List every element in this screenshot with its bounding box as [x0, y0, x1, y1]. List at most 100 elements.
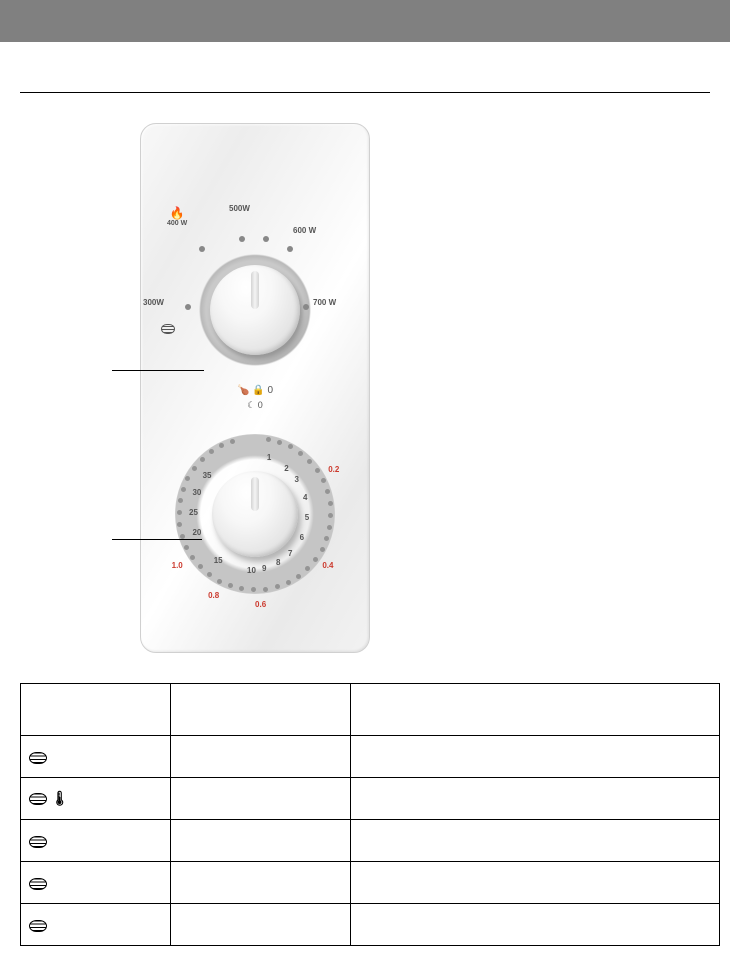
power-dot [287, 246, 293, 252]
mode-col3 [351, 820, 720, 862]
timer-knob[interactable] [212, 471, 298, 557]
mode-col2 [171, 862, 351, 904]
control-panel-diagram: 🔥400 W 300W 500W 600 W 700 W 🍗 🔒 0 ☾ [120, 123, 370, 653]
timer-top-icons: 🍗 🔒 0 [237, 385, 273, 396]
timer-tick [277, 440, 282, 445]
timer-tick [320, 547, 325, 552]
mode-col2 [171, 736, 351, 778]
lock-zero: 0 [267, 385, 273, 396]
timer-tick [266, 437, 271, 442]
timer-tick [207, 572, 212, 577]
power-dot [263, 236, 269, 242]
modes-table: 🌡 [20, 683, 720, 946]
timer-tick [315, 468, 320, 473]
mode-icon-cell: 🌡 [21, 778, 171, 820]
mode-col2 [171, 778, 351, 820]
timer-label: 0.8 [208, 591, 219, 600]
timer-label: 30 [192, 488, 201, 497]
timer-label: 15 [214, 556, 223, 565]
table-row [21, 862, 720, 904]
timer-label: 7 [288, 549, 292, 558]
power-label: 500W [229, 204, 250, 213]
leader-line [112, 370, 204, 371]
table-row: 🌡 [21, 778, 720, 820]
loop-row: ☾ 0 [247, 400, 263, 411]
timer-label: 0.4 [322, 561, 333, 570]
timer-label: 3 [295, 475, 299, 484]
power-knob[interactable] [210, 265, 300, 355]
timer-label: 5 [305, 513, 309, 522]
lock-icon: 🔒 [252, 385, 264, 396]
timer-label: 25 [189, 508, 198, 517]
timer-label: 6 [300, 533, 304, 542]
mode-col3 [351, 862, 720, 904]
microwave-icon [29, 752, 47, 764]
table-header-row [21, 684, 720, 736]
power-label: 700 W [313, 298, 336, 307]
timer-tick [200, 457, 205, 462]
timer-tick [177, 510, 182, 515]
timer-knob-pointer [251, 477, 259, 511]
mode-icon-cell [21, 820, 171, 862]
mode-col3 [351, 904, 720, 946]
mode-icon-cell [21, 736, 171, 778]
timer-tick [184, 545, 189, 550]
power-label: 600 W [293, 226, 316, 235]
power-dial[interactable]: 🔥400 W 300W500W600 W700 W [155, 216, 355, 396]
modes-table-wrap: 🌡 [20, 683, 710, 946]
leader-line [112, 539, 202, 540]
col3-header [351, 684, 720, 736]
table-row [21, 736, 720, 778]
cook-icon: 🍗 [237, 385, 249, 396]
col1-header [21, 684, 171, 736]
microwave-icon [29, 878, 47, 890]
timer-label: 8 [276, 558, 280, 567]
timer-tick [181, 487, 186, 492]
section-rule [20, 92, 710, 93]
steam-wave-icon [161, 324, 175, 334]
flame-label: 400 W [167, 220, 187, 227]
timer-tick [178, 498, 183, 503]
table-row [21, 904, 720, 946]
timer-dial[interactable]: 🍗 🔒 0 ☾ 0 1230.24560.47890.6100.8151.020… [150, 409, 360, 619]
mode-icon-cell [21, 862, 171, 904]
microwave-icon [29, 920, 47, 932]
loop-zero: 0 [258, 400, 263, 410]
timer-label: 2 [284, 464, 288, 473]
thermometer-icon: 🌡 [51, 790, 69, 807]
page-content: 🔥400 W 300W 500W 600 W 700 W 🍗 🔒 0 ☾ [0, 42, 730, 946]
timer-label: 20 [192, 528, 201, 537]
timer-tick [180, 534, 185, 539]
timer-label: 9 [262, 564, 266, 573]
table-row [21, 820, 720, 862]
timer-tick [296, 574, 301, 579]
timer-label: 35 [203, 471, 212, 480]
power-knob-pointer [251, 271, 259, 309]
mode-col2 [171, 904, 351, 946]
mode-col2 [171, 820, 351, 862]
timer-tick [328, 501, 333, 506]
col2-header [171, 684, 351, 736]
power-dot [239, 236, 245, 242]
timer-tick [321, 478, 326, 483]
flame-icon: 🔥400 W [167, 206, 187, 227]
power-dot [199, 246, 205, 252]
timer-tick [307, 459, 312, 464]
header-bar [0, 0, 730, 42]
timer-label: 4 [303, 493, 307, 502]
timer-tick [192, 466, 197, 471]
timer-tick [286, 580, 291, 585]
microwave-icon [29, 793, 47, 805]
power-dot [185, 304, 191, 310]
power-dot [303, 304, 309, 310]
timer-label: 1 [267, 453, 271, 462]
power-label: 300W [143, 298, 164, 307]
panel-body: 🔥400 W 300W 500W 600 W 700 W 🍗 🔒 0 ☾ [140, 123, 370, 653]
moon-icon: ☾ [247, 400, 255, 410]
timer-tick [217, 579, 222, 584]
mode-icon-cell [21, 904, 171, 946]
mode-col3 [351, 736, 720, 778]
timer-label: 0.2 [328, 465, 339, 474]
timer-label: 10 [247, 566, 256, 575]
timer-tick [275, 584, 280, 589]
